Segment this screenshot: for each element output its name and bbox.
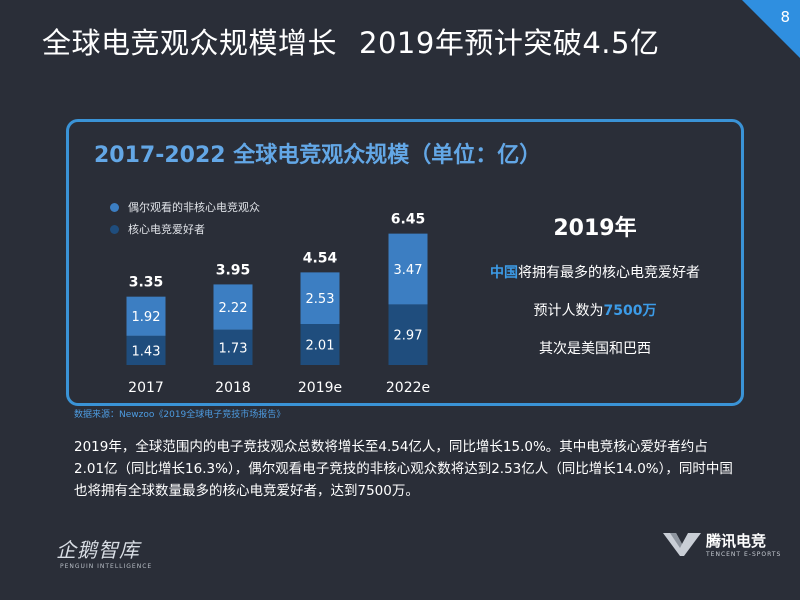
bar-segment-2017-casual <box>126 296 166 336</box>
bar-total-label-2019e: 4.54 <box>303 250 338 266</box>
penguin-logo-subtext: PENGUIN INTELLIGENCE <box>60 563 153 570</box>
slide-title-sub: 2019年预计突破4.5亿 <box>359 26 660 60</box>
legend-item-core: 核心电竞爱好者 <box>110 218 260 240</box>
legend-item-casual: 偶尔观看的非核心电竞观众 <box>110 196 260 218</box>
info-line-2: 预计人数为7500万 <box>450 300 740 320</box>
bar-segment-2017-core <box>126 335 166 365</box>
chart-legend: 偶尔观看的非核心电竞观众 核心电竞爱好者 <box>110 196 260 240</box>
tencent-esports-logo: 腾讯电竞 TENCENT E-SPORTS <box>662 530 781 558</box>
bar-value-label-2022e-core: 2.97 <box>394 329 423 344</box>
slide-title: 全球电竞观众规模增长 2019年预计突破4.5亿 <box>42 20 659 62</box>
tencent-esports-text: 腾讯电竞 <box>706 532 767 550</box>
x-tick-label-2019e: 2019e <box>298 380 342 396</box>
bar-segment-2022e-core <box>388 304 428 365</box>
bar-segment-2018-core <box>213 329 253 365</box>
penguin-logo-text: 企鹅智库 <box>56 538 140 562</box>
bar-segment-2019e-core <box>300 323 340 365</box>
bar-value-label-2019e-core: 2.01 <box>306 338 335 353</box>
slide-title-main: 全球电竞观众规模增长 <box>42 26 338 60</box>
bar-total-label-2017: 3.35 <box>129 275 164 291</box>
legend-label-core: 核心电竞爱好者 <box>128 223 205 236</box>
info-line-3: 其次是美国和巴西 <box>539 341 651 357</box>
info-highlight-china: 中国 <box>490 265 518 281</box>
chart-title: 2017-2022 全球电竞观众规模（单位：亿） <box>94 143 542 168</box>
bar-value-label-2017-core: 1.43 <box>132 344 161 359</box>
summary-paragraph: 2019年，全球范围内的电子竞技观众总数将增长至4.54亿人，同比增长15.0%… <box>74 439 733 499</box>
bar-total-label-2022e: 6.45 <box>391 212 426 228</box>
x-tick-label-2022e: 2022e <box>386 380 430 396</box>
bar-segment-2022e-casual <box>388 233 428 305</box>
tencent-esports-subtext: TENCENT E-SPORTS <box>706 551 782 558</box>
info-box: 2019年 中国将拥有最多的核心电竞爱好者 预计人数为7500万 其次是美国和巴… <box>450 210 740 376</box>
info-highlight-count: 7500万 <box>603 303 657 319</box>
info-line-1-text: 将拥有最多的核心电竞爱好者 <box>518 265 700 281</box>
bar-value-label-2018-core: 1.73 <box>219 341 248 356</box>
bar-value-label-2019e-casual: 2.53 <box>306 292 335 307</box>
bar-segment-2019e-casual <box>300 272 340 324</box>
page-number-badge: 8 <box>742 0 800 58</box>
bar-value-label-2018-casual: 2.22 <box>219 301 248 316</box>
info-year: 2019年 <box>553 216 637 241</box>
x-tick-label-2017: 2017 <box>128 380 164 396</box>
legend-swatch-core <box>110 224 119 234</box>
legend-swatch-casual <box>110 202 119 212</box>
penguin-intelligence-logo: 企鹅智库 PENGUIN INTELLIGENCE <box>56 534 152 570</box>
legend-label-casual: 偶尔观看的非核心电竞观众 <box>128 201 260 214</box>
page-number-corner <box>742 0 800 58</box>
info-line-2-text: 预计人数为 <box>533 303 604 319</box>
bar-segment-2018-casual <box>213 284 253 330</box>
data-source: 数据来源：Newzoo《2019全球电子竞技市场报告》 <box>74 410 286 420</box>
bar-value-label-2017-casual: 1.92 <box>132 310 161 325</box>
info-line-1: 中国将拥有最多的核心电竞爱好者 <box>450 262 740 282</box>
x-tick-label-2018: 2018 <box>215 380 251 396</box>
bar-value-label-2022e-casual: 3.47 <box>394 263 423 278</box>
bar-total-label-2018: 3.95 <box>216 262 251 278</box>
tencent-esports-mark-icon <box>663 533 701 556</box>
page-number: 8 <box>780 8 790 26</box>
